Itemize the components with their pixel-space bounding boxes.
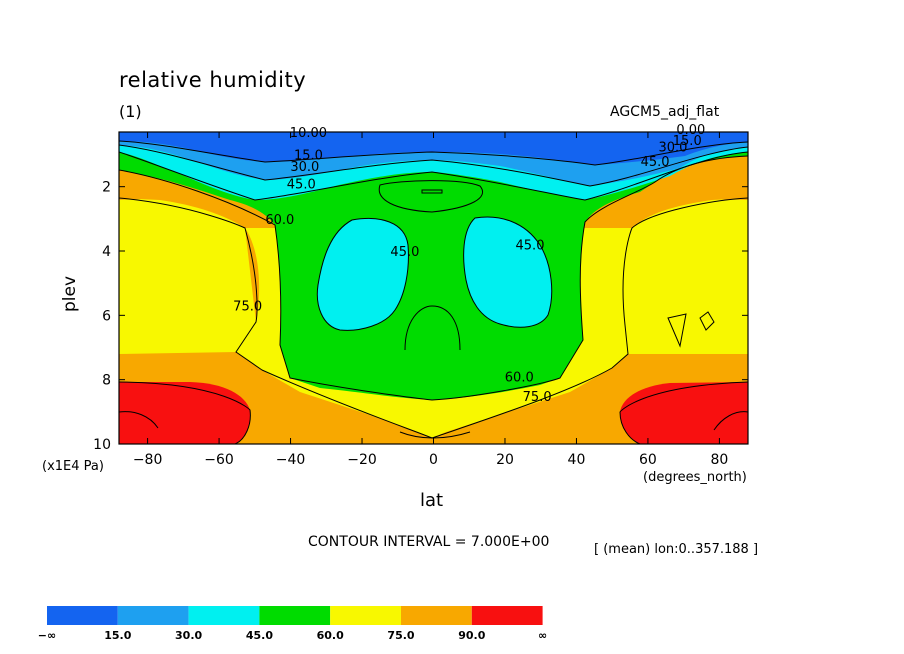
contour-label: 15.0 xyxy=(673,134,702,149)
contour-label: 45.0 xyxy=(287,177,316,192)
colorbar-swatch xyxy=(471,606,543,625)
y-axis-ticks: 2 4 6 8 10 xyxy=(93,180,748,453)
contour-interval-text: CONTOUR INTERVAL = 7.000E+00 xyxy=(308,534,550,550)
x-tick-label: −80 xyxy=(133,452,163,468)
x-axis-label: lat xyxy=(420,490,444,511)
x-tick-label: 20 xyxy=(496,452,514,468)
contour-label: 60.0 xyxy=(505,370,534,385)
colorbar-label: −∞ xyxy=(38,629,56,642)
colorbar-swatch xyxy=(259,606,331,625)
x-tick-label: −40 xyxy=(276,452,306,468)
colorbar-swatch xyxy=(401,606,472,625)
contour-label: 0.00 xyxy=(676,123,705,138)
x-tick-label: 60 xyxy=(639,452,657,468)
fill-45-60 xyxy=(119,148,748,400)
colorbar-swatch xyxy=(330,606,401,625)
x-axis-ticks: −80 −60 −40 −20 0 20 40 60 80 xyxy=(133,132,728,468)
contour-label: 30.0 xyxy=(658,140,687,155)
fill-orange-topright xyxy=(702,168,748,200)
fill-gt90-left xyxy=(119,382,251,444)
contour-label: 45.0 xyxy=(390,245,419,260)
x-tick-label: −20 xyxy=(347,452,377,468)
colorbar-swatch xyxy=(117,606,189,625)
contour-label: 15.0 xyxy=(294,149,323,164)
colorbar-swatch xyxy=(47,606,118,625)
units-label: (1) xyxy=(119,102,142,121)
mean-text: [ (mean) lon:0..357.188 ] xyxy=(594,542,759,557)
fill-cyan-blob-right xyxy=(463,217,552,328)
y-tick-label: 10 xyxy=(93,437,111,453)
colorbar-label: 45.0 xyxy=(246,629,273,642)
colorbar: −∞ 15.0 30.0 45.0 60.0 75.0 90.0 ∞ xyxy=(38,606,547,642)
x-tick-label: −60 xyxy=(204,452,234,468)
x-tick-label: 0 xyxy=(429,452,438,468)
contour-label: 45.0 xyxy=(516,239,545,254)
fill-gt90-right xyxy=(620,382,748,444)
contour-label: 75.0 xyxy=(523,390,552,405)
model-label: AGCM5_adj_flat xyxy=(610,104,720,120)
colorbar-label: ∞ xyxy=(538,629,547,642)
chart-title: relative humidity xyxy=(119,68,307,92)
contour-label: 75.0 xyxy=(233,300,262,315)
y-tick-label: 4 xyxy=(102,244,111,260)
colorbar-label: 15.0 xyxy=(104,629,131,642)
colorbar-label: 75.0 xyxy=(387,629,414,642)
contour-fills xyxy=(119,132,748,444)
colorbar-label: 30.0 xyxy=(175,629,202,642)
contour-label: 10.00 xyxy=(290,126,327,141)
fill-cyan-blob-left xyxy=(317,218,409,331)
fill-orange-topleft xyxy=(119,172,170,200)
colorbar-label: 90.0 xyxy=(458,629,485,642)
y-tick-label: 6 xyxy=(102,308,111,324)
colorbar-swatch xyxy=(188,606,260,625)
x-axis-units: (degrees_north) xyxy=(643,470,747,485)
contour-label: 60.0 xyxy=(265,213,294,228)
y-tick-label: 2 xyxy=(102,180,111,196)
x-tick-label: 80 xyxy=(710,452,728,468)
y-axis-units: (x1E4 Pa) xyxy=(42,459,104,474)
contour-label: 30.0 xyxy=(290,160,319,175)
colorbar-label: 60.0 xyxy=(317,629,344,642)
y-tick-label: 8 xyxy=(102,373,111,389)
fill-lt15 xyxy=(119,132,748,165)
contour-lines xyxy=(119,140,748,444)
x-tick-label: 40 xyxy=(568,452,586,468)
contour-label: 45.0 xyxy=(641,155,670,170)
